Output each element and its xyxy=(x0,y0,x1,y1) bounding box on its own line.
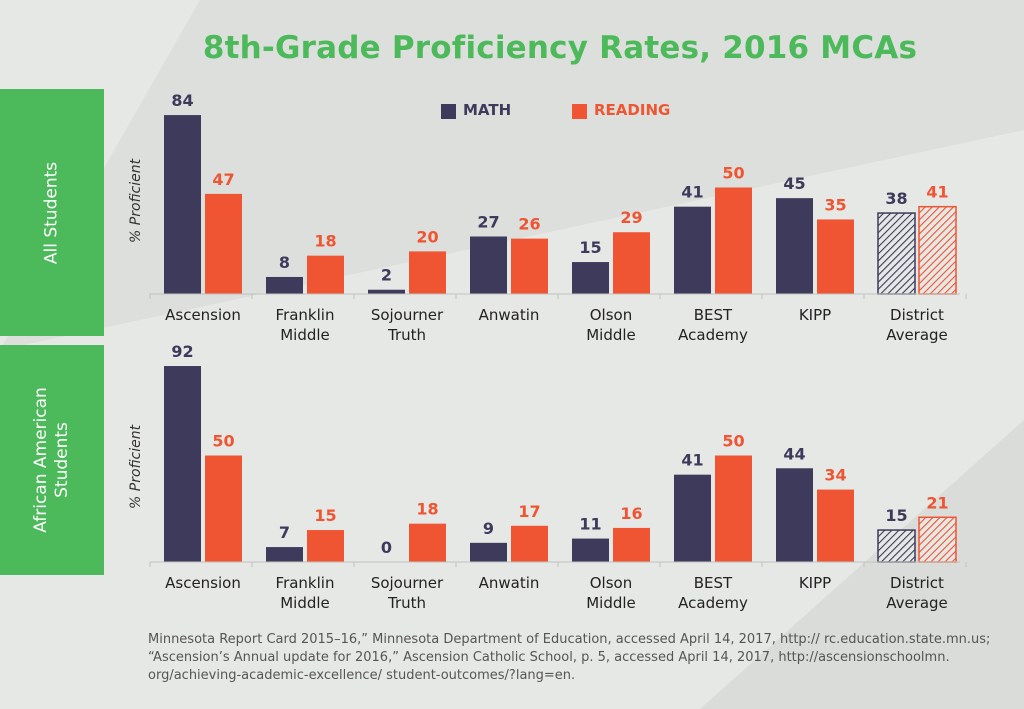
category-label: Franklin Middle xyxy=(276,574,335,612)
category-label: Ascension xyxy=(165,574,241,592)
category-label: Sojourner Truth xyxy=(371,306,444,344)
data-label-reading: 41 xyxy=(926,183,948,202)
data-label-reading: 34 xyxy=(824,466,846,485)
bar-math xyxy=(470,236,507,294)
bar-math xyxy=(164,366,201,562)
category-label: KIPP xyxy=(799,306,831,324)
data-label-math: 0 xyxy=(381,538,392,557)
data-label-math: 15 xyxy=(579,238,601,257)
bar-reading xyxy=(715,187,752,294)
group-tab-all-students: All Students xyxy=(0,89,104,336)
source-line: “Ascension’s Annual update for 2016,” As… xyxy=(148,650,950,665)
category-label: Anwatin xyxy=(479,306,540,324)
bar-reading xyxy=(205,455,242,562)
category-label: Ascension xyxy=(165,306,241,324)
bar-reading xyxy=(817,219,854,294)
data-label-reading: 47 xyxy=(212,170,234,189)
bar-math xyxy=(877,212,916,295)
source-line: Minnesota Report Card 2015–16,” Minnesot… xyxy=(148,632,991,647)
group-tab-african-american-students: African American Students xyxy=(0,345,104,575)
source-citation: Minnesota Report Card 2015–16,” Minnesot… xyxy=(148,631,1008,685)
category-label: Franklin Middle xyxy=(276,306,335,344)
data-label-math: 2 xyxy=(381,266,392,285)
bar-reading xyxy=(511,238,548,294)
data-label-reading: 50 xyxy=(722,164,744,183)
bar-math xyxy=(776,198,813,294)
data-label-math: 41 xyxy=(681,451,703,470)
data-label-reading: 50 xyxy=(212,432,234,451)
bar-math xyxy=(266,276,303,294)
bar-reading xyxy=(613,527,650,562)
bar-math xyxy=(776,468,813,562)
category-label: Olson Middle xyxy=(586,574,636,612)
bar-reading xyxy=(307,255,344,294)
data-label-reading: 20 xyxy=(416,227,438,246)
data-label-math: 92 xyxy=(171,342,193,361)
bar-reading xyxy=(205,193,242,294)
category-label: KIPP xyxy=(799,574,831,592)
chart-title: 8th-Grade Proficiency Rates, 2016 MCAs xyxy=(202,30,918,66)
bar-reading xyxy=(409,251,446,294)
data-label-math: 41 xyxy=(681,183,703,202)
bar-reading xyxy=(613,232,650,294)
bar-reading xyxy=(715,455,752,562)
data-label-math: 8 xyxy=(279,253,290,272)
category-label: Olson Middle xyxy=(586,306,636,344)
bar-reading xyxy=(918,516,957,563)
data-label-math: 38 xyxy=(885,189,907,208)
data-label-math: 9 xyxy=(483,519,494,538)
data-label-reading: 18 xyxy=(416,500,438,519)
data-label-reading: 18 xyxy=(314,232,336,251)
category-label: District Average xyxy=(886,574,948,612)
bar-math xyxy=(470,542,507,562)
bar-reading xyxy=(409,523,446,562)
data-label-reading: 15 xyxy=(314,506,336,525)
data-label-reading: 21 xyxy=(926,493,948,512)
category-label: Sojourner Truth xyxy=(371,574,444,612)
panel-african-american-students: 92 50 Ascension 7 15 Franklin Middle 0 18 Sojourn… xyxy=(149,342,967,612)
bar-math xyxy=(572,262,609,294)
legend-reading-label: READING xyxy=(594,101,671,119)
category-label: BEST Academy xyxy=(678,306,748,344)
bar-math xyxy=(572,538,609,562)
data-label-reading: 26 xyxy=(518,215,540,234)
legend-reading-swatch xyxy=(572,104,587,119)
bar-reading xyxy=(918,205,957,295)
bar-reading xyxy=(817,489,854,562)
data-label-reading: 29 xyxy=(620,208,642,227)
data-label-math: 45 xyxy=(783,174,805,193)
bar-math xyxy=(674,474,711,562)
bar-math xyxy=(164,115,201,294)
category-label: Anwatin xyxy=(479,574,540,592)
data-label-math: 11 xyxy=(579,515,601,534)
panel-all-students: 84 47 Ascension 8 18 Franklin Middle 2 20 Sojourn… xyxy=(149,91,967,344)
bar-math xyxy=(266,547,303,562)
data-label-math: 7 xyxy=(279,523,290,542)
legend-math-label: MATH xyxy=(463,101,512,119)
data-label-reading: 16 xyxy=(620,504,642,523)
data-label-math: 27 xyxy=(477,212,499,231)
category-label: District Average xyxy=(886,306,948,344)
data-label-reading: 17 xyxy=(518,502,540,521)
data-label-reading: 50 xyxy=(722,432,744,451)
data-label-math: 84 xyxy=(171,91,193,110)
data-label-math: 15 xyxy=(885,506,907,525)
source-line: org/achieving-academic-excellence/ stude… xyxy=(148,668,576,683)
bar-reading xyxy=(511,525,548,562)
bar-math xyxy=(674,206,711,294)
bar-math xyxy=(368,289,405,294)
data-label-math: 44 xyxy=(783,444,805,463)
bar-math xyxy=(877,529,916,563)
bar-reading xyxy=(307,530,344,562)
data-label-reading: 35 xyxy=(824,195,846,214)
category-label: BEST Academy xyxy=(678,574,748,612)
legend-math-swatch xyxy=(441,104,456,119)
